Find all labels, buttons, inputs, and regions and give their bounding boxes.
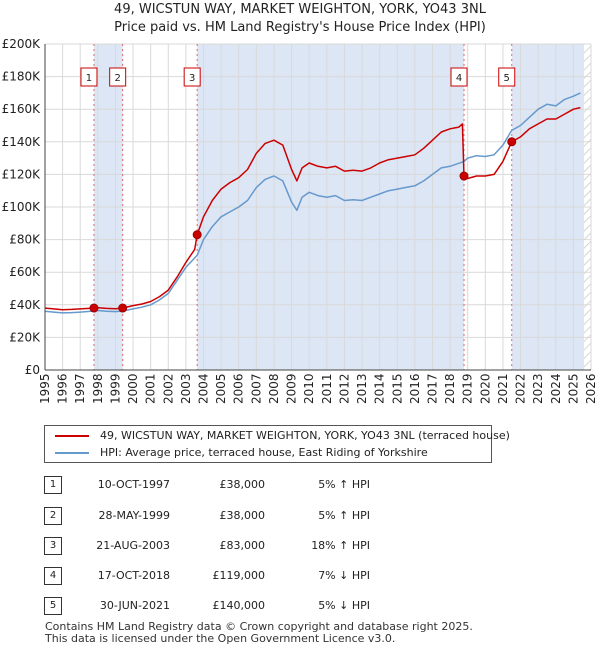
chart-title: 49, WICSTUN WAY, MARKET WEIGHTON, YORK, … <box>114 2 486 17</box>
y-tick-label: £60K <box>9 265 41 279</box>
transaction-hpi-diff: 5% ↓ HPI <box>318 599 370 612</box>
y-tick-label: £80K <box>9 233 41 247</box>
y-tick-label: £160K <box>2 102 42 116</box>
footer-copyright: Contains HM Land Registry data © Crown c… <box>45 620 473 633</box>
x-tick-label: 1997 <box>73 373 87 404</box>
sale-point <box>459 171 469 181</box>
transaction-price: £83,000 <box>219 539 266 552</box>
transaction-date: 17-OCT-2018 <box>97 569 170 582</box>
x-tick-label: 2023 <box>531 373 545 404</box>
transaction-date: 30-JUN-2021 <box>99 599 170 612</box>
y-tick-label: £120K <box>2 167 42 181</box>
x-tick-label: 2009 <box>285 373 299 404</box>
transaction-number: 4 <box>44 567 62 585</box>
x-tick-label: 1996 <box>56 373 70 404</box>
x-tick-label: 2026 <box>584 373 598 404</box>
sale-number-label: 2 <box>114 73 120 84</box>
sale-number-box <box>109 67 127 87</box>
x-tick-label: 2022 <box>514 373 528 404</box>
y-tick-label: £200K <box>2 37 42 51</box>
x-tick-label: 2004 <box>197 373 211 404</box>
x-tick-label: 2001 <box>144 373 158 404</box>
grid-lines <box>44 43 592 371</box>
y-tick-label: £140K <box>2 135 42 149</box>
x-tick-label: 2002 <box>161 373 175 404</box>
transaction-hpi-diff: 5% ↑ HPI <box>318 509 370 522</box>
legend-label-property: 49, WICSTUN WAY, MARKET WEIGHTON, YORK, … <box>100 429 510 442</box>
sale-number-label: 3 <box>189 73 195 84</box>
transaction-date: 28-MAY-1999 <box>98 509 170 522</box>
x-tick-label: 2007 <box>249 373 263 404</box>
hpi-line <box>44 92 581 314</box>
sale-marker-lines <box>93 44 513 370</box>
y-tick-label: £0 <box>25 363 40 377</box>
transaction-hpi-diff: 7% ↓ HPI <box>318 569 370 582</box>
legend-label-hpi: HPI: Average price, terraced house, East… <box>100 446 428 459</box>
transaction-price: £38,000 <box>219 509 266 522</box>
x-tick-label: 2010 <box>302 373 316 404</box>
transaction-date: 21-AUG-2003 <box>96 539 170 552</box>
x-tick-label: 2015 <box>390 373 404 404</box>
sale-number-labels: 1 2 3 4 5 <box>80 67 516 87</box>
x-tick-label: 2003 <box>179 373 193 404</box>
x-tick-label: 2019 <box>461 373 475 404</box>
series-lines <box>44 92 581 314</box>
y-tick-label: £100K <box>2 200 42 214</box>
transaction-date: 10-OCT-1997 <box>97 478 170 491</box>
footer-licence: This data is licensed under the Open Gov… <box>45 632 396 645</box>
transaction-price: £140,000 <box>212 599 266 612</box>
x-tick-label: 1998 <box>91 373 105 404</box>
x-tick-label: 2025 <box>566 373 580 404</box>
sale-number-box <box>80 67 98 87</box>
sale-point <box>192 230 202 240</box>
x-tick-label: 1995 <box>38 373 52 404</box>
legend-swatch-property <box>55 435 89 437</box>
x-tick-label: 2016 <box>408 373 422 404</box>
x-tick-label: 2011 <box>320 373 334 404</box>
y-tick-label: £20K <box>9 330 41 344</box>
y-tick-labels: £0 £20K £40K £60K £80K £100K £120K £140K £160K £1… <box>2 37 42 377</box>
x-tick-labels: 1995 1996 1997 1998 1999 2000 2001 2002 2003 2004… <box>38 373 598 404</box>
y-tick-label: £180K <box>2 70 42 84</box>
legend-swatch-hpi <box>55 452 89 454</box>
legend: 49, WICSTUN WAY, MARKET WEIGHTON, YORK, … <box>44 425 510 463</box>
sale-number-box <box>183 67 201 87</box>
x-tick-label: 2020 <box>478 373 492 404</box>
sale-points <box>89 137 517 313</box>
sale-number-label: 1 <box>86 73 92 84</box>
transaction-hpi-diff: 5% ↑ HPI <box>318 478 370 491</box>
x-tick-label: 2006 <box>232 373 246 404</box>
x-tick-label: 2012 <box>337 373 351 404</box>
x-tick-label: 2000 <box>126 373 140 404</box>
transaction-number: 2 <box>44 507 62 525</box>
x-tick-label: 2024 <box>549 373 563 404</box>
x-tick-label: 2021 <box>496 373 510 404</box>
x-tick-label: 2017 <box>425 373 439 404</box>
transaction-number: 5 <box>44 597 62 615</box>
x-tick-label: 2018 <box>443 373 457 404</box>
sale-number-label: 5 <box>504 73 510 84</box>
transaction-number: 3 <box>44 537 62 555</box>
sale-point <box>507 137 517 147</box>
sale-number-box <box>498 67 516 87</box>
transaction-price: £38,000 <box>219 478 266 491</box>
axes <box>44 44 591 371</box>
sale-number-label: 4 <box>456 73 462 84</box>
transaction-hpi-diff: 18% ↑ HPI <box>311 539 370 552</box>
chart-subtitle: Price paid vs. HM Land Registry's House … <box>114 20 486 35</box>
property-price-line <box>44 106 581 311</box>
x-tick-label: 1999 <box>108 373 122 404</box>
sale-point <box>118 303 128 313</box>
x-tick-label: 2013 <box>355 373 369 404</box>
transaction-number: 1 <box>44 476 62 494</box>
x-tick-label: 2014 <box>373 373 387 404</box>
transaction-price: £119,000 <box>212 569 266 582</box>
sale-point <box>89 303 99 313</box>
sale-number-box <box>450 67 468 87</box>
x-tick-label: 2008 <box>267 373 281 404</box>
y-tick-label: £40K <box>9 298 41 312</box>
x-tick-label: 2005 <box>214 373 228 404</box>
